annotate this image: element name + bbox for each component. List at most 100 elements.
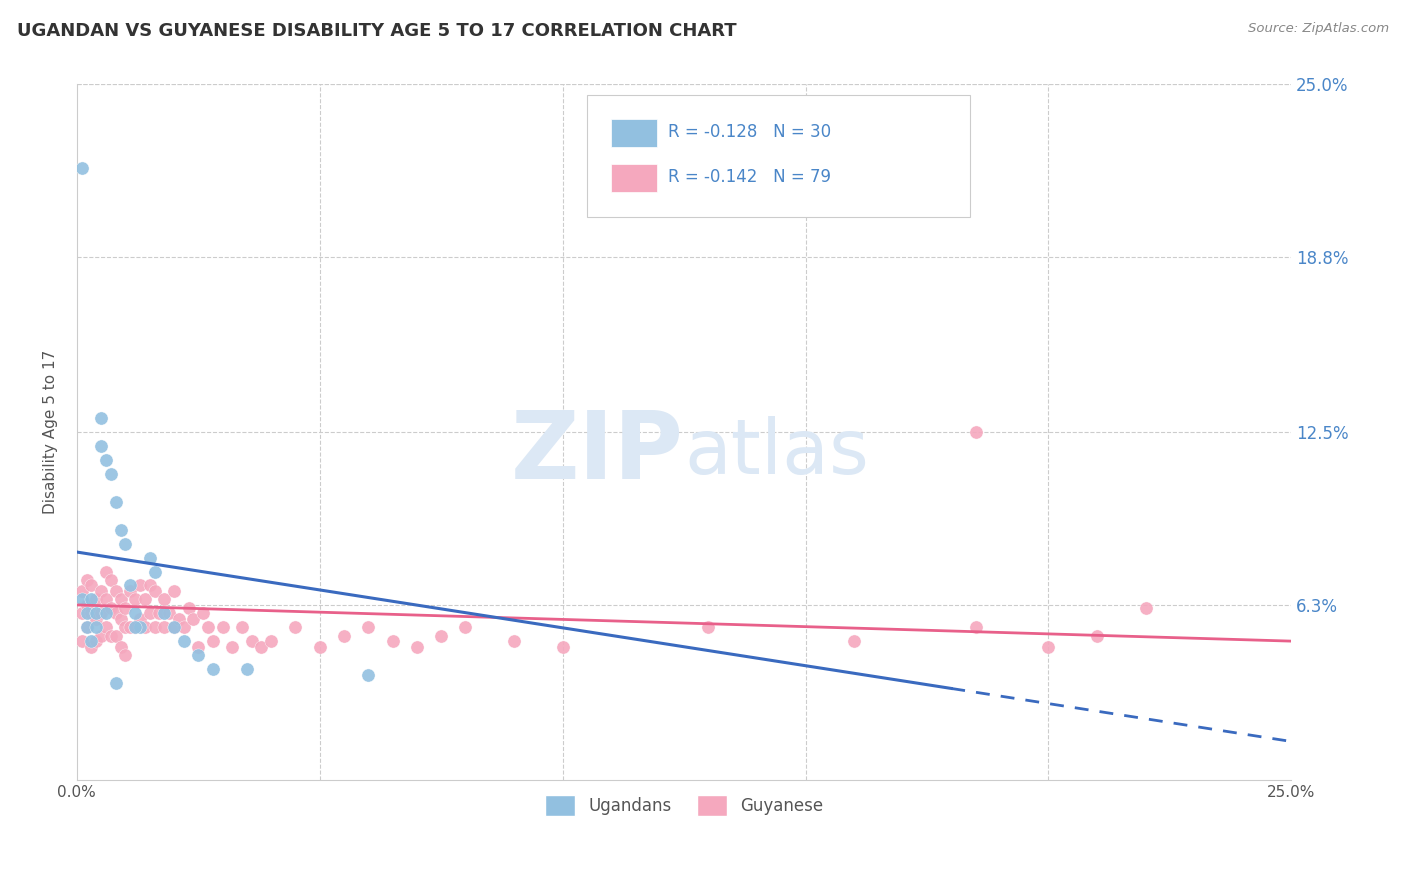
Point <box>697 620 720 634</box>
Point <box>84 592 107 607</box>
Point <box>406 640 429 654</box>
Point <box>193 607 215 621</box>
Point <box>163 584 186 599</box>
Point <box>100 573 122 587</box>
Point <box>70 584 93 599</box>
Point <box>120 620 142 634</box>
Point <box>163 620 186 634</box>
Point <box>551 640 574 654</box>
Point <box>430 629 453 643</box>
Point <box>76 620 98 634</box>
Point <box>260 634 283 648</box>
Point <box>143 584 166 599</box>
Point <box>284 620 307 634</box>
Point <box>163 620 186 634</box>
Point <box>134 620 156 634</box>
Point <box>90 439 112 453</box>
Point <box>143 620 166 634</box>
Point <box>80 640 103 654</box>
Point <box>965 620 987 634</box>
Text: UGANDAN VS GUYANESE DISABILITY AGE 5 TO 17 CORRELATION CHART: UGANDAN VS GUYANESE DISABILITY AGE 5 TO … <box>17 22 737 40</box>
Point <box>454 620 477 634</box>
Point <box>187 648 209 662</box>
Point <box>138 578 160 592</box>
Point <box>842 634 865 648</box>
Point <box>110 640 132 654</box>
Point <box>80 634 103 648</box>
Point <box>381 634 404 648</box>
Point <box>1085 629 1108 643</box>
Point <box>104 584 127 599</box>
Point <box>236 662 259 676</box>
Point <box>70 161 93 175</box>
Point <box>90 607 112 621</box>
Point <box>129 620 152 634</box>
Point <box>250 640 273 654</box>
Point <box>153 607 176 621</box>
Point <box>201 634 224 648</box>
Point <box>94 620 117 634</box>
Point <box>153 592 176 607</box>
Point <box>104 495 127 509</box>
Point <box>124 620 146 634</box>
Point <box>94 592 117 607</box>
Point <box>90 584 112 599</box>
Point <box>104 676 127 690</box>
Point <box>153 620 176 634</box>
Point <box>80 607 103 621</box>
Point <box>100 467 122 482</box>
Point <box>201 662 224 676</box>
Point <box>114 537 136 551</box>
Point <box>333 629 356 643</box>
Point <box>100 629 122 643</box>
Point <box>231 620 253 634</box>
Text: R = -0.142   N = 79: R = -0.142 N = 79 <box>668 168 831 186</box>
Point <box>84 620 107 634</box>
Point <box>120 584 142 599</box>
Point <box>70 634 93 648</box>
Point <box>90 411 112 425</box>
Point <box>104 629 127 643</box>
Point <box>110 592 132 607</box>
Point <box>114 648 136 662</box>
Point <box>80 578 103 592</box>
Point <box>94 607 117 621</box>
Point <box>187 640 209 654</box>
Point <box>157 607 180 621</box>
Point <box>76 620 98 634</box>
Point <box>357 620 380 634</box>
Point <box>94 565 117 579</box>
Legend: Ugandans, Guyanese: Ugandans, Guyanese <box>537 787 831 824</box>
Text: ZIP: ZIP <box>512 408 685 500</box>
Point <box>1135 600 1157 615</box>
Point <box>965 425 987 440</box>
Point <box>76 573 98 587</box>
Point <box>104 607 127 621</box>
Point <box>173 634 195 648</box>
Point <box>110 612 132 626</box>
Point <box>80 592 103 607</box>
Point <box>221 640 243 654</box>
Point <box>173 620 195 634</box>
Point <box>138 550 160 565</box>
Point <box>1038 640 1060 654</box>
Point <box>134 592 156 607</box>
Point <box>100 600 122 615</box>
Point <box>129 612 152 626</box>
Text: atlas: atlas <box>685 417 869 491</box>
Text: Source: ZipAtlas.com: Source: ZipAtlas.com <box>1249 22 1389 36</box>
Point <box>76 607 98 621</box>
Point <box>110 523 132 537</box>
Y-axis label: Disability Age 5 to 17: Disability Age 5 to 17 <box>44 351 58 515</box>
Point <box>84 612 107 626</box>
Point <box>143 565 166 579</box>
Point <box>129 578 152 592</box>
Point <box>138 607 160 621</box>
Point <box>124 620 146 634</box>
Point <box>148 607 170 621</box>
Point <box>211 620 233 634</box>
Text: R = -0.128   N = 30: R = -0.128 N = 30 <box>668 123 831 141</box>
Point <box>84 634 107 648</box>
FancyBboxPatch shape <box>612 164 658 193</box>
FancyBboxPatch shape <box>612 120 658 147</box>
